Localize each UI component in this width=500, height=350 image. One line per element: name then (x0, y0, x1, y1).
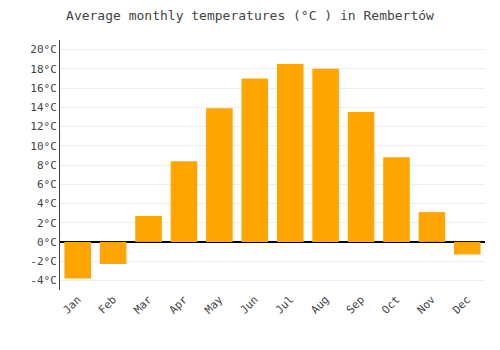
svg-text:Dec: Dec (450, 293, 473, 316)
svg-text:18°C: 18°C (30, 63, 57, 76)
svg-text:-4°C: -4°C (30, 274, 57, 287)
svg-text:Jun: Jun (238, 293, 261, 316)
svg-text:Average monthly temperatures (: Average monthly temperatures (°C ) in Re… (66, 8, 434, 23)
svg-text:6°C: 6°C (37, 178, 57, 191)
svg-text:4°C: 4°C (37, 197, 57, 210)
svg-text:Jul: Jul (273, 293, 296, 316)
svg-text:Sep: Sep (344, 293, 367, 316)
svg-text:Feb: Feb (96, 293, 119, 316)
svg-text:May: May (202, 293, 226, 317)
svg-text:20°C: 20°C (30, 43, 57, 56)
svg-text:8°C: 8°C (37, 159, 57, 172)
svg-text:14°C: 14°C (30, 101, 57, 114)
svg-text:Mar: Mar (131, 293, 155, 317)
svg-text:-2°C: -2°C (30, 255, 57, 268)
svg-text:0°C: 0°C (37, 236, 57, 249)
svg-text:Jan: Jan (60, 293, 83, 316)
svg-text:Oct: Oct (379, 293, 402, 316)
svg-text:Apr: Apr (167, 293, 191, 317)
svg-text:10°C: 10°C (30, 140, 57, 153)
svg-text:12°C: 12°C (30, 120, 57, 133)
svg-text:Nov: Nov (415, 293, 439, 317)
svg-text:2°C: 2°C (37, 217, 57, 230)
svg-text:Aug: Aug (308, 293, 331, 316)
svg-text:16°C: 16°C (30, 82, 57, 95)
